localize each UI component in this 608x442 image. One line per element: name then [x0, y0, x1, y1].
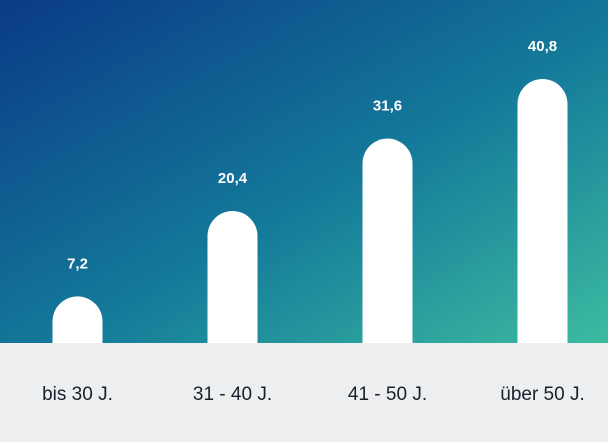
bar	[517, 79, 568, 344]
category-label: 41 - 50 J.	[348, 384, 427, 405]
value-label: 7,2	[67, 255, 88, 272]
value-labels: 7,2 20,4 31,6 40,8	[67, 38, 557, 272]
plot-background	[0, 0, 608, 343]
value-label: 40,8	[528, 38, 557, 55]
bar	[362, 138, 413, 343]
category-label: 31 - 40 J.	[193, 384, 272, 405]
value-label: 31,6	[373, 98, 402, 115]
category-labels: bis 30 J. 31 - 40 J. 41 - 50 J. über 50 J.	[42, 384, 585, 405]
category-label: bis 30 J.	[42, 384, 113, 405]
bar	[52, 296, 103, 343]
category-label: über 50 J.	[500, 384, 585, 405]
category-axis-band	[0, 343, 608, 442]
bar	[207, 211, 258, 343]
value-label: 20,4	[218, 170, 248, 187]
bars	[52, 79, 568, 344]
